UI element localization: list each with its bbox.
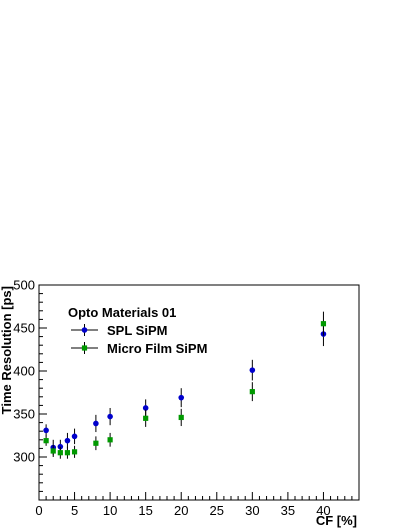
data-marks bbox=[43, 311, 327, 459]
y-tick-label: 300 bbox=[13, 450, 35, 465]
y-axis-title: Time Resolution [ps] bbox=[0, 286, 14, 414]
x-tick-label: 10 bbox=[103, 503, 117, 518]
microfilm-point bbox=[93, 440, 99, 446]
x-tick-label: 5 bbox=[71, 503, 78, 518]
microfilm-point bbox=[249, 389, 255, 395]
microfilm-point bbox=[50, 448, 56, 454]
plot-frame bbox=[38, 284, 360, 501]
legend-microfilm-marker bbox=[81, 345, 88, 351]
spl-point bbox=[142, 405, 149, 411]
legend: Opto Materials 01 SPL SiPM Micro Film Si… bbox=[68, 305, 207, 356]
y-tick-label: 400 bbox=[13, 364, 35, 379]
spl-point bbox=[43, 427, 49, 434]
y-tick-label: 350 bbox=[13, 407, 35, 422]
x-tick-label: 30 bbox=[245, 503, 259, 518]
x-tick-label: 20 bbox=[174, 503, 188, 518]
microfilm-point bbox=[71, 449, 78, 455]
microfilm-point bbox=[43, 438, 49, 444]
legend-microfilm-label: Micro Film SiPM bbox=[107, 341, 207, 356]
x-tick-label: 15 bbox=[138, 503, 152, 518]
x-tick-label: 35 bbox=[281, 503, 295, 518]
microfilm-point bbox=[64, 450, 71, 456]
microfilm-point bbox=[57, 450, 63, 456]
spl-point bbox=[178, 394, 185, 401]
spl-point bbox=[249, 367, 256, 373]
microfilm-point bbox=[320, 321, 327, 327]
legend-entry-spl: SPL SiPM bbox=[71, 323, 167, 338]
x-tick-label: 40 bbox=[316, 503, 330, 518]
y-tick-label: 450 bbox=[13, 321, 35, 336]
spl-point bbox=[107, 413, 113, 420]
legend-spl-marker bbox=[81, 327, 88, 333]
x-axis-title: CF [%] bbox=[316, 513, 357, 528]
spl-point bbox=[64, 437, 71, 444]
legend-spl-label: SPL SiPM bbox=[107, 323, 167, 338]
spl-point bbox=[71, 433, 78, 440]
x-tick-label: 25 bbox=[210, 503, 224, 518]
x-tick-label: 0 bbox=[35, 503, 42, 518]
microfilm-point bbox=[143, 415, 149, 421]
axes: 0 5 10 15 20 25 30 35 40 300 350 400 450 500 bbox=[13, 278, 360, 518]
legend-entry-microfilm: Micro Film SiPM bbox=[71, 341, 207, 356]
microfilm-point bbox=[178, 414, 184, 421]
microfilm-point bbox=[107, 437, 113, 443]
y-tick-label: 500 bbox=[13, 278, 35, 293]
spl-point bbox=[93, 420, 99, 427]
legend-title: Opto Materials 01 bbox=[68, 305, 176, 320]
